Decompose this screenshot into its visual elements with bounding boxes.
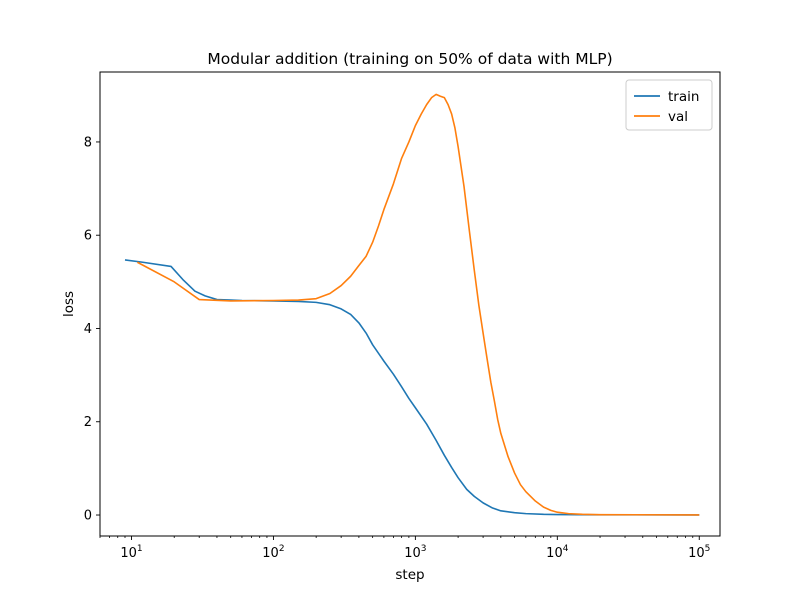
y-tick-label: 8 [84, 135, 92, 150]
x-tick-label: 102 [262, 544, 284, 561]
x-axis: 101 102 103 104 105 [99, 536, 710, 561]
x-tick-label: 105 [688, 544, 710, 561]
series-line-train [124, 259, 700, 516]
y-axis: 0 2 4 6 8 [84, 135, 100, 524]
legend-label-train: train [668, 89, 699, 105]
plot-area [99, 71, 721, 537]
y-tick-label: 4 [84, 322, 92, 337]
x-tick-label: 103 [404, 544, 426, 561]
chart-title: Modular addition (training on 50% of dat… [207, 50, 612, 68]
x-axis-label: step [395, 567, 424, 583]
y-tick-label: 0 [84, 509, 92, 524]
y-axis-label: loss [61, 291, 77, 317]
x-tick-label: 101 [120, 544, 142, 561]
x-tick-label: 104 [546, 544, 569, 561]
legend-label-val: val [668, 109, 688, 125]
y-tick-label: 6 [84, 229, 92, 244]
legend-box [625, 79, 713, 131]
y-tick-label: 2 [84, 415, 92, 430]
series-line-val [136, 93, 700, 516]
series-lines [124, 93, 700, 516]
legend: train val [625, 79, 713, 131]
